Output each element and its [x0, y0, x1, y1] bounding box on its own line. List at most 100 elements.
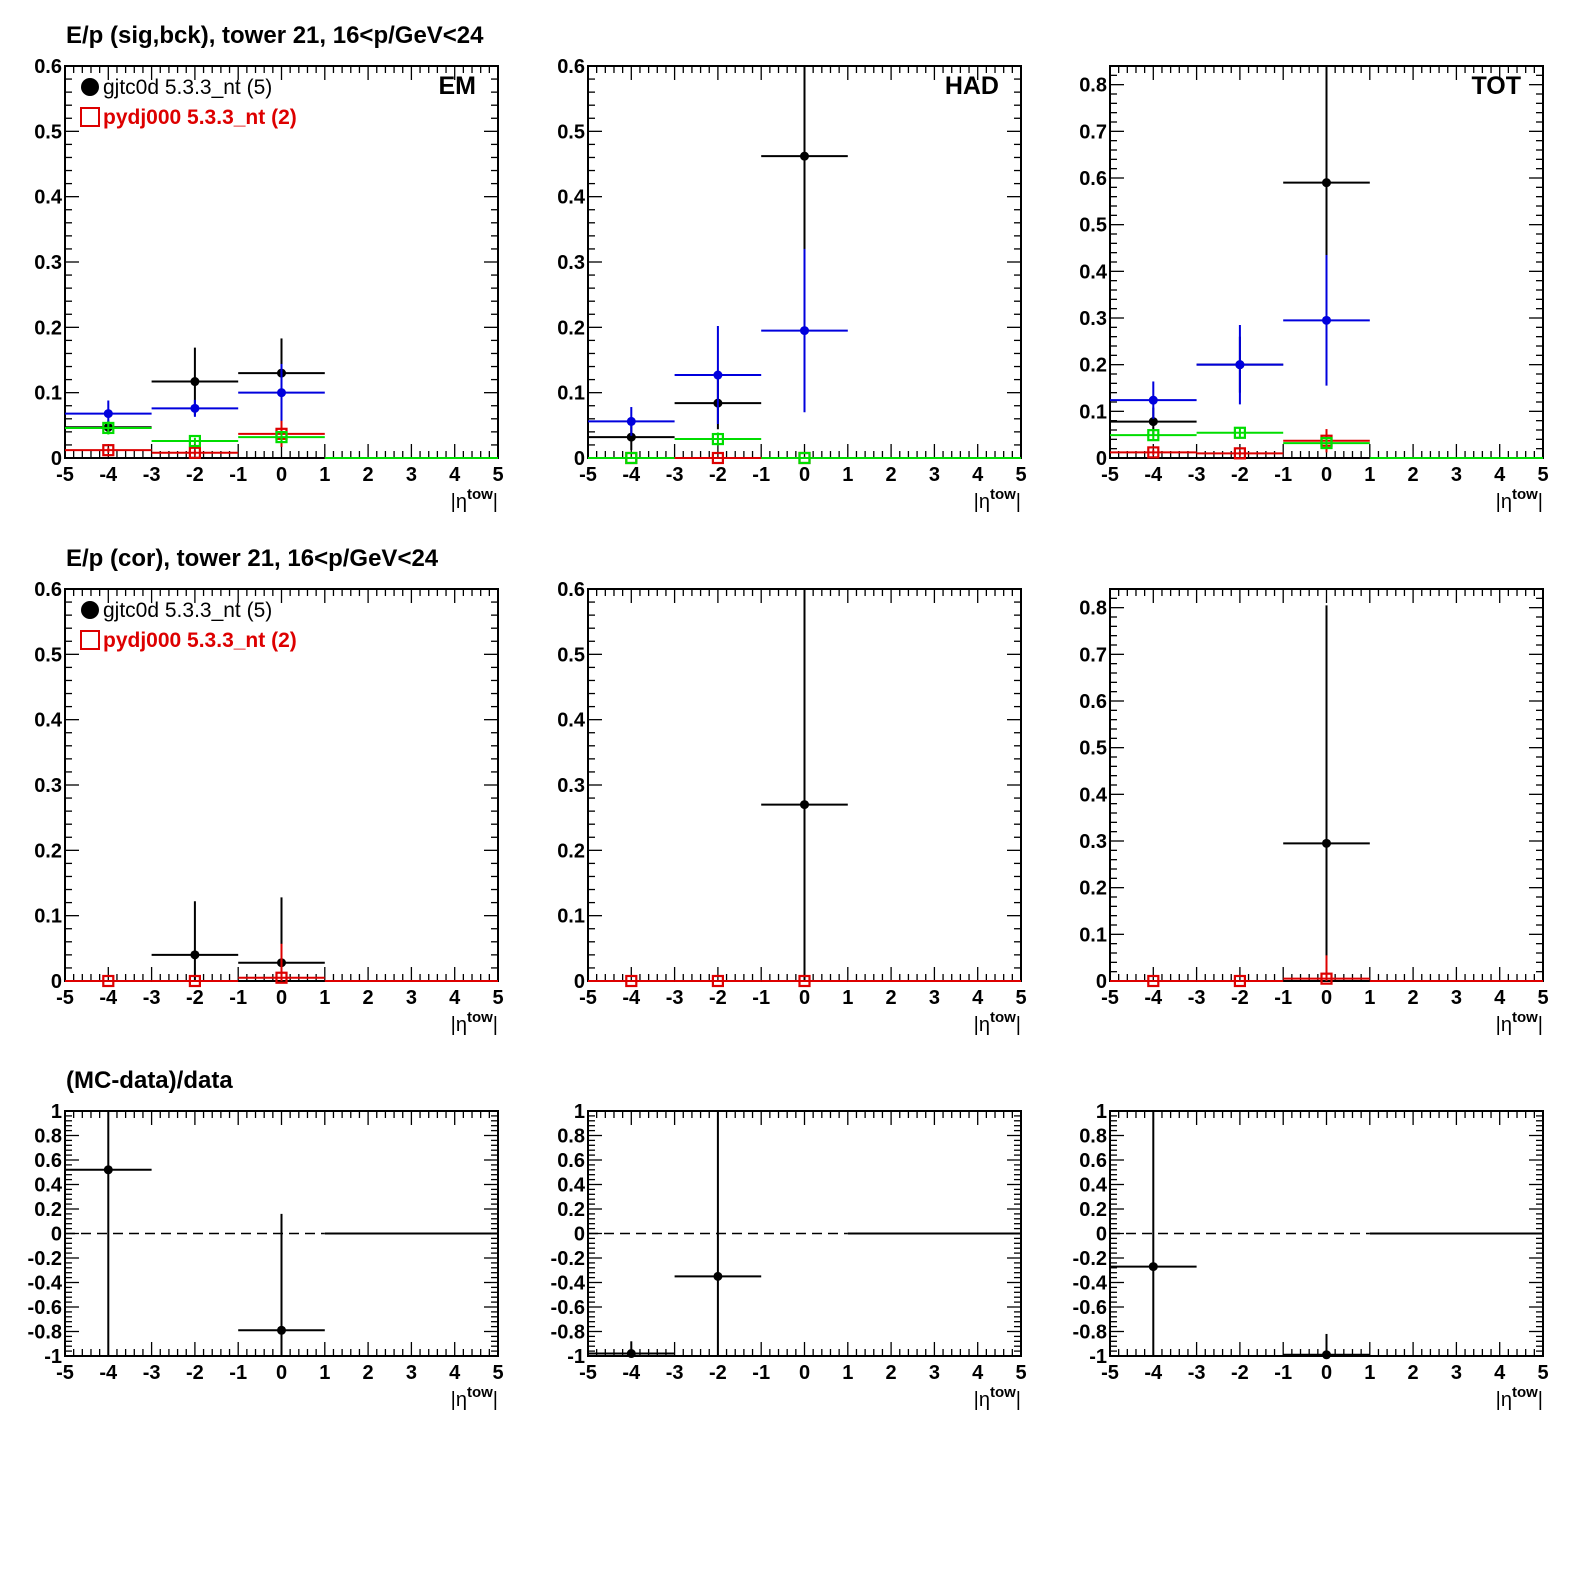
y-tick-label: 0.4 [34, 187, 63, 209]
x-tick-label: 0 [1321, 1362, 1332, 1384]
y-tick-label: 0.6 [1079, 1150, 1107, 1172]
data-point [800, 151, 809, 161]
y-tick-label: 0.4 [557, 1175, 586, 1197]
x-tick-label: 2 [363, 987, 374, 1009]
x-tick-label: -4 [1144, 1362, 1163, 1384]
x-tick-label: 0 [799, 1362, 810, 1384]
panel-0-1: -5 -4 -3 -2 -1 0 1 2 3 4 5 0 0.1 0.2 0.3 0.4 0.5 0.6 |ηtow… [557, 56, 1026, 513]
y-tick-label: 0.6 [34, 579, 62, 601]
legend: gjtc0d 5.3.3_nt (5) pydj000 5.3.3_nt (2) [80, 599, 297, 652]
x-tick-label: -5 [1101, 464, 1119, 486]
y-tick-label: 0.1 [1079, 401, 1107, 423]
y-tick-label: 0 [51, 1224, 62, 1246]
y-tick-label: 0.8 [1079, 1126, 1107, 1148]
data-point [800, 800, 809, 810]
data-point-square [275, 971, 288, 984]
x-tick-label: 3 [929, 987, 940, 1009]
x-axis-label: |ηtow| [1496, 1009, 1543, 1036]
data-point-square [1233, 426, 1247, 439]
data-point [1322, 178, 1331, 188]
x-tick-label: -2 [1231, 987, 1249, 1009]
y-tick-label: -0.8 [551, 1322, 585, 1344]
data-point [190, 403, 200, 413]
x-tick-label: 2 [1408, 987, 1419, 1009]
x-tick-label: 4 [449, 464, 461, 486]
x-tick-label: 4 [449, 987, 461, 1009]
x-tick-label: -5 [56, 987, 74, 1009]
data-point [1148, 395, 1158, 405]
x-tick-label: 0 [276, 464, 287, 486]
x-tick-label: -3 [143, 1362, 161, 1384]
row-title-cor: E/p (cor), tower 21, 16<p/GeV<24 [66, 545, 439, 572]
x-axis-label: |ηtow| [974, 1009, 1021, 1036]
y-tick-label: 0.6 [1079, 691, 1107, 713]
x-axis-label: |ηtow| [451, 486, 498, 513]
x-tick-label: 5 [1015, 1362, 1026, 1384]
legend-marker-filled-circle [81, 78, 99, 96]
data-point-square [275, 430, 288, 444]
x-tick-label: -1 [229, 464, 247, 486]
x-tick-label: 2 [1408, 1362, 1419, 1384]
x-tick-label: 5 [1015, 464, 1026, 486]
x-tick-label: 4 [972, 1362, 984, 1384]
x-tick-label: 3 [929, 1362, 940, 1384]
x-tick-label: 0 [1321, 987, 1332, 1009]
x-tick-label: 5 [492, 464, 503, 486]
x-tick-label: -4 [99, 987, 118, 1009]
x-tick-label: -4 [99, 464, 118, 486]
legend: gjtc0d 5.3.3_nt (5) pydj000 5.3.3_nt (2) [80, 76, 297, 129]
x-tick-label: 0 [1321, 464, 1332, 486]
y-tick-label: 0.7 [1079, 121, 1107, 143]
x-tick-label: -2 [1231, 464, 1249, 486]
y-tick-label: -0.4 [551, 1273, 586, 1295]
x-tick-label: 5 [1537, 987, 1548, 1009]
legend-label-data: gjtc0d 5.3.3_nt (5) [103, 599, 272, 622]
x-tick-label: 3 [406, 464, 417, 486]
x-tick-label: 0 [276, 1362, 287, 1384]
x-tick-label: -4 [622, 464, 641, 486]
data-point-square [711, 974, 725, 988]
x-axis-label: |ηtow| [974, 1384, 1021, 1411]
data-point [1148, 1262, 1158, 1272]
y-tick-label: 0.5 [34, 121, 62, 143]
data-point [277, 1325, 286, 1335]
y-tick-label: 0.5 [557, 644, 585, 666]
x-axis-label: |ηtow| [1496, 486, 1543, 513]
x-tick-label: -4 [622, 1362, 641, 1384]
x-tick-label: 1 [842, 1362, 853, 1384]
y-tick-label: 0.6 [557, 56, 585, 78]
x-tick-label: 1 [319, 987, 330, 1009]
panel-2-1: -5 -4 -3 -2 -1 0 1 2 3 4 5-1-0.8-0.6-0.4-0.200.20.… [551, 1101, 1027, 1411]
x-tick-label: 1 [842, 987, 853, 1009]
y-tick-label: 0 [1096, 1224, 1107, 1246]
y-tick-label: 0.3 [557, 252, 585, 274]
x-tick-label: -5 [1101, 1362, 1119, 1384]
x-tick-label: 3 [406, 987, 417, 1009]
y-tick-label: 0.1 [34, 383, 62, 405]
data-point-square [1233, 974, 1247, 988]
x-tick-label: 4 [1494, 987, 1506, 1009]
x-axis-label: |ηtow| [1496, 1384, 1543, 1411]
data-point-square [711, 432, 725, 446]
data-point [190, 377, 200, 387]
x-tick-label: -5 [56, 464, 74, 486]
x-tick-label: -2 [186, 987, 204, 1009]
y-tick-label: 0.2 [557, 840, 585, 862]
x-tick-label: 2 [363, 1362, 374, 1384]
data-point-square [625, 974, 638, 988]
y-tick-label: 0 [1096, 971, 1107, 993]
x-tick-label: 3 [929, 464, 940, 486]
x-tick-label: -1 [1274, 1362, 1292, 1384]
y-tick-label: 0 [574, 1224, 585, 1246]
x-tick-label: -3 [666, 987, 684, 1009]
x-tick-label: -1 [1274, 987, 1292, 1009]
panel-label-had: HAD [945, 72, 999, 100]
panel-2-2: -5 -4 -3 -2 -1 0 1 2 3 4 5-1-0.8-0.6-0.4-0.200.20.… [1073, 1101, 1549, 1411]
y-tick-label: -0.4 [1073, 1273, 1108, 1295]
y-tick-label: 1 [1096, 1101, 1107, 1123]
x-tick-label: -2 [186, 1362, 204, 1384]
y-tick-label: -0.2 [28, 1248, 62, 1270]
x-tick-label: -5 [56, 1362, 74, 1384]
data-point-square [711, 451, 725, 465]
data-point [626, 416, 636, 426]
